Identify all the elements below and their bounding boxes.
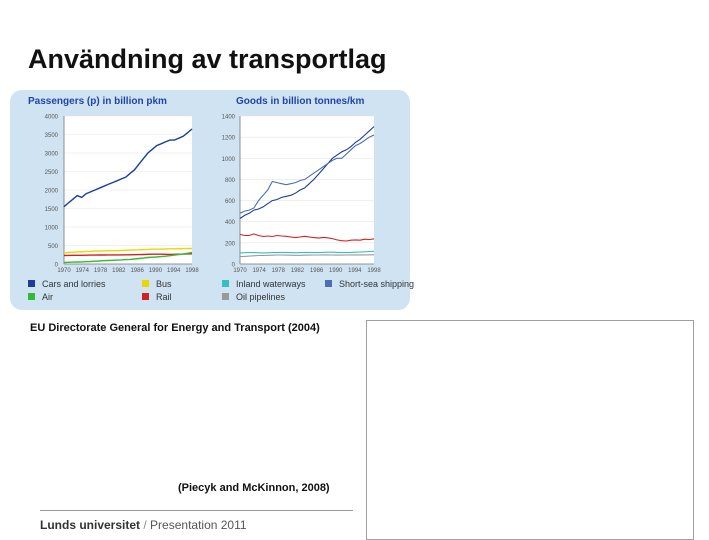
chart-0-series-air-line [63,251,193,264]
chart-1-xtick-label: 1998 [367,268,381,274]
chart-0-group: 0 500 1000 1500 2000 2500 3000 3500 4000 1970 1974… [45,115,200,275]
chart-0-ytick-label: 1500 [45,207,59,213]
legend-swatch-0 [28,280,35,287]
chart-1-plot-area [240,116,374,264]
chart-0-xtick-label: 1986 [130,268,144,274]
footer-presentation: Presentation 2011 [150,518,247,532]
chart-0-ytick-label: 500 [48,244,59,250]
chart-0-title: Passengers (p) in billion pkm [28,96,167,107]
chart-0-ytick-label: 1000 [45,226,59,232]
chart-0-xtick-label: 1994 [167,268,181,274]
chart-0-series-rail-line [63,253,193,257]
legend-label-1: Bus [156,279,172,289]
legend-swatch-4 [222,280,229,287]
chart-0-series-cars-and-lorries-line [63,128,193,208]
chart-1-xtick-label: 1986 [310,268,324,274]
chart-1-series-short-sea-shipping-line [239,134,375,214]
chart-0-xtick-label: 1974 [76,268,90,274]
footer-org: Lunds universitet [40,518,141,532]
chart-0-series-bus-line [63,247,192,254]
chart-0-xtick-label: 1998 [185,268,199,274]
chart-1-ytick-label: 200 [225,241,236,247]
footer: Lunds universitet / Presentation 2011 [40,518,247,532]
chart-0-ytick-label: 4000 [45,115,59,121]
legend-label-2: Air [42,292,53,302]
caption-piecyk-source: (Piecyk and McKinnon, 2008) [178,482,330,494]
chart-1-series-cars-and-lorries-line [239,126,375,219]
chart-1-ytick-label: 400 [225,220,236,226]
chart-1-series-inland-waterways-line [239,250,375,254]
chart-1-series-rail-line [239,233,375,242]
chart-0-ytick-label: 2500 [45,170,59,176]
legend-label-5: Short-sea shipping [339,279,414,289]
chart-0-ytick-label: 0 [55,263,59,269]
chart-1-series-oil-pipelines-line [239,254,374,258]
chart-1-xtick-label: 1994 [348,268,362,274]
gdp-chart-frame [366,320,694,540]
footer-divider [40,510,353,511]
chart-1-ytick-label: 600 [225,199,236,205]
slide-title: Användning av transportlag [28,44,387,74]
chart-0-ytick-label: 3500 [45,133,59,139]
legend-swatch-6 [222,293,229,300]
chart-1-xtick-label: 1978 [272,268,286,274]
legend-swatch-3 [142,293,149,300]
legend-label-4: Inland waterways [236,279,306,289]
legend-label-6: Oil pipelines [236,292,286,302]
chart-1-ytick-label: 800 [225,178,236,184]
legend-swatch-5 [325,280,332,287]
chart-1-title: Goods in billion tonnes/km [236,96,364,107]
chart-1-ytick-label: 1400 [222,115,236,121]
chart-1-xtick-label: 1990 [329,268,343,274]
legend-swatch-1 [142,280,149,287]
chart-1-xtick-label: 1982 [291,268,305,274]
chart-0-ytick-label: 3000 [45,152,59,158]
chart-1-xtick-label: 1974 [252,268,266,274]
chart-1-ytick-label: 1000 [222,157,236,163]
chart-1-ytick-label: 0 [232,263,236,269]
chart-1-group: 0 200 400 600 800 1000 1200 1400 1970 1974 1978 198… [222,115,382,275]
chart-1-ytick-label: 1200 [222,136,236,142]
legend-label-0: Cars and lorries [42,279,106,289]
chart-0-xtick-label: 1970 [57,268,71,274]
chart-0-ytick-label: 2000 [45,189,59,195]
chart-0-xtick-label: 1978 [94,268,108,274]
legend-label-3: Rail [156,292,172,302]
footer-separator: / [143,518,147,532]
caption-eu-source: EU Directorate General for Energy and Tr… [30,322,320,334]
legend-swatch-2 [28,293,35,300]
chart-0-xtick-label: 1990 [149,268,163,274]
chart-1-xtick-label: 1970 [233,268,247,274]
chart-0-xtick-label: 1982 [112,268,126,274]
